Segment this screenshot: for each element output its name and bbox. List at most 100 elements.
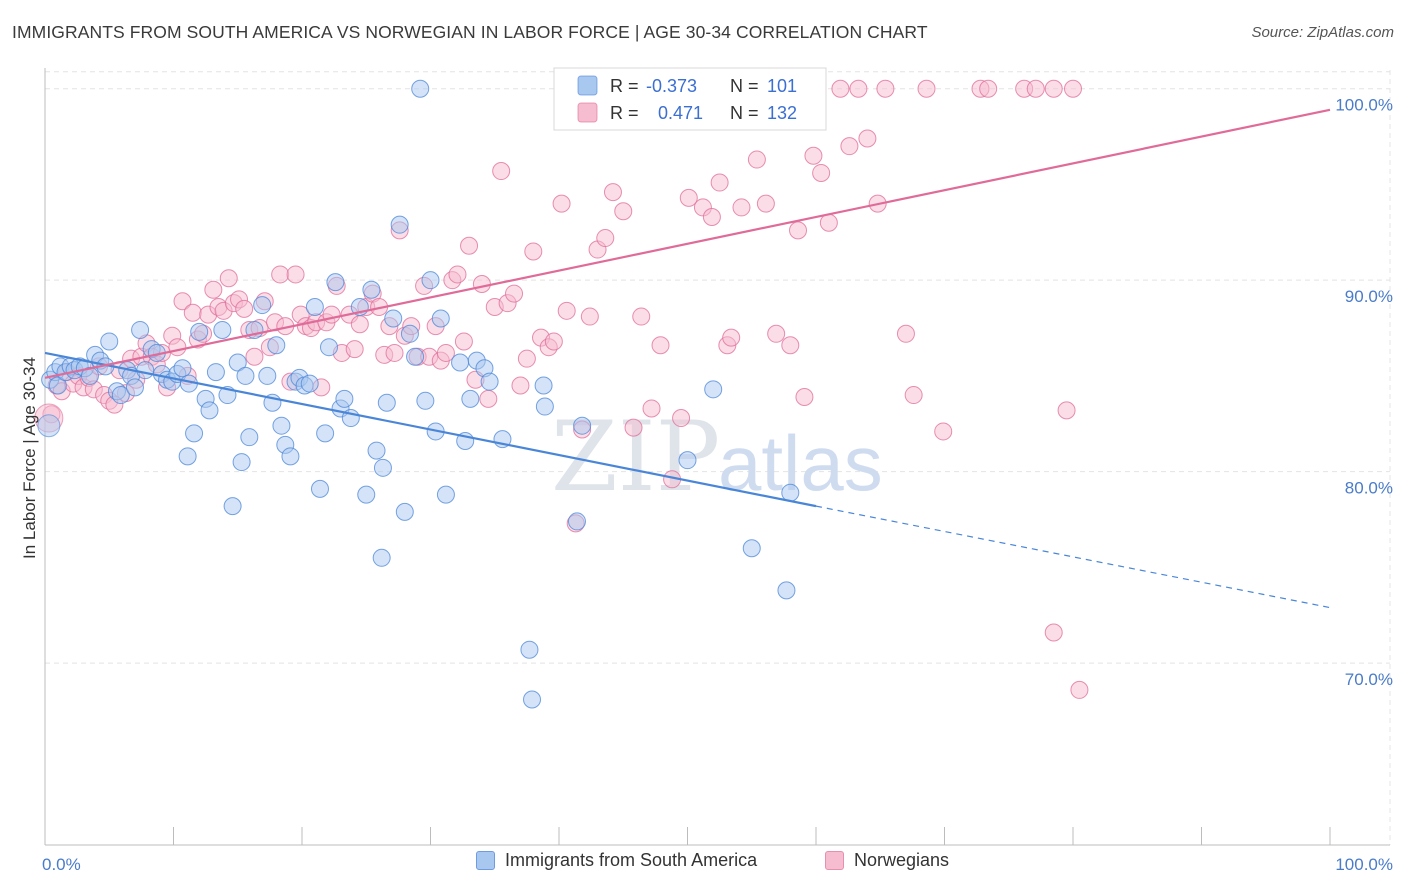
legend-swatch-pink xyxy=(577,102,598,123)
y-tick-label-1: 80.0% xyxy=(1345,479,1393,498)
blue-point-72 xyxy=(400,324,419,343)
blue-point-54 xyxy=(305,297,324,316)
pink-point-47 xyxy=(286,265,305,284)
blue-point-34 xyxy=(206,363,225,382)
blue-point-68 xyxy=(377,393,396,412)
pink-point-124 xyxy=(840,137,859,156)
blue-point-56 xyxy=(316,424,335,443)
trend-line-blue-extension xyxy=(815,505,1331,609)
pink-point-65 xyxy=(385,343,404,362)
pink-point-80 xyxy=(472,275,491,294)
blue-point-97 xyxy=(781,483,800,502)
pink-point-138 xyxy=(1064,79,1082,98)
trend-line-blue xyxy=(44,351,817,508)
blue-point-57 xyxy=(319,338,338,357)
pink-point-81 xyxy=(479,389,498,408)
pink-point-112 xyxy=(722,328,741,347)
trend-lines xyxy=(44,108,1331,508)
blue-point-20 xyxy=(136,361,155,380)
blue-point-75 xyxy=(416,391,435,410)
pink-point-119 xyxy=(795,387,814,406)
blue-point-78 xyxy=(431,309,450,328)
bottom-legend-pink: Norwegians xyxy=(825,850,949,871)
blue-point-43 xyxy=(253,296,272,315)
blue-point-73 xyxy=(406,347,425,366)
blue-point-92 xyxy=(573,416,592,435)
blue-point-37 xyxy=(223,497,242,516)
pink-point-99 xyxy=(603,183,622,202)
pink-point-121 xyxy=(812,163,831,182)
pink-point-104 xyxy=(651,336,670,355)
pink-point-134 xyxy=(979,79,998,98)
pink-point-141 xyxy=(1070,680,1089,699)
blue-point-38 xyxy=(228,353,247,372)
pink-point-27 xyxy=(183,303,202,322)
pink-point-103 xyxy=(642,399,661,418)
blue-point-64 xyxy=(362,280,381,299)
pink-point-120 xyxy=(804,146,823,165)
pink-point-100 xyxy=(614,202,633,221)
blue-point-71 xyxy=(395,502,414,521)
pink-point-37 xyxy=(235,299,254,318)
blue-point-29 xyxy=(185,424,204,443)
watermark-atlas: atlas xyxy=(718,419,883,507)
blue-point-94 xyxy=(704,380,723,399)
source-credit: Source: ZipAtlas.com xyxy=(1251,24,1394,41)
pink-point-107 xyxy=(679,188,698,207)
pink-point-74 xyxy=(436,343,455,362)
blue-point-67 xyxy=(373,458,392,477)
blue-point-15 xyxy=(111,386,130,405)
blue-point-65 xyxy=(367,441,386,460)
blue-point-60 xyxy=(335,389,354,408)
trend-dashed xyxy=(815,505,1331,609)
blue-point-70 xyxy=(390,215,409,234)
pink-point-87 xyxy=(517,349,536,368)
blue-point-79 xyxy=(436,485,455,504)
blue-point-89 xyxy=(534,376,553,395)
bottom-legend-blue-label: Immigrants from South America xyxy=(505,850,758,870)
blue-point-91 xyxy=(567,512,586,531)
pink-point-24 xyxy=(168,338,187,357)
pink-point-102 xyxy=(632,307,651,326)
pink-point-98 xyxy=(596,229,615,248)
blue-point-40 xyxy=(236,366,255,385)
pink-point-129 xyxy=(896,324,915,343)
blue-point-33 xyxy=(200,401,219,420)
blue-point-96 xyxy=(777,581,796,600)
pink-point-77 xyxy=(454,332,473,351)
blue-point-76 xyxy=(421,271,440,290)
blue-point-55 xyxy=(310,479,329,498)
blue-point-41 xyxy=(240,428,259,447)
bottom-legend-blue: Immigrants from South America xyxy=(476,850,757,871)
pink-point-139 xyxy=(1044,623,1063,642)
trend-line-pink xyxy=(44,108,1331,379)
legend-pink-n-label: N = xyxy=(730,103,759,123)
pink-point-128 xyxy=(876,79,895,98)
legend-swatch-blue-square xyxy=(476,851,495,870)
legend-blue-r-value: -0.373 xyxy=(646,76,697,96)
blue-point-87 xyxy=(520,640,539,659)
x-tick-label-1: 100.0% xyxy=(1335,855,1393,874)
y-tick-label-0: 70.0% xyxy=(1345,670,1393,689)
pink-point-44 xyxy=(271,265,290,284)
legend-blue-r-label: R = xyxy=(610,76,639,96)
pink-point-126 xyxy=(858,129,877,148)
pink-point-93 xyxy=(557,301,576,320)
legend-pink-n-value: 132 xyxy=(767,103,797,123)
pink-point-115 xyxy=(756,194,775,213)
pink-point-59 xyxy=(350,315,369,334)
pink-point-114 xyxy=(747,150,766,169)
blue-point-30 xyxy=(178,447,197,466)
blue-point-93 xyxy=(678,451,697,470)
blue-point-85 xyxy=(480,372,499,391)
blue-point-69 xyxy=(384,309,403,328)
blue-point-large xyxy=(37,414,61,438)
y-tick-label-3: 100.0% xyxy=(1335,96,1393,115)
blue-point-95 xyxy=(742,539,761,558)
x-tick-label-0: 0.0% xyxy=(42,855,81,874)
blue-point-74 xyxy=(411,79,430,98)
grid-lines xyxy=(45,70,1391,845)
pink-point-130 xyxy=(904,386,923,405)
pink-point-101 xyxy=(624,418,643,437)
pink-point-137 xyxy=(1044,79,1063,98)
